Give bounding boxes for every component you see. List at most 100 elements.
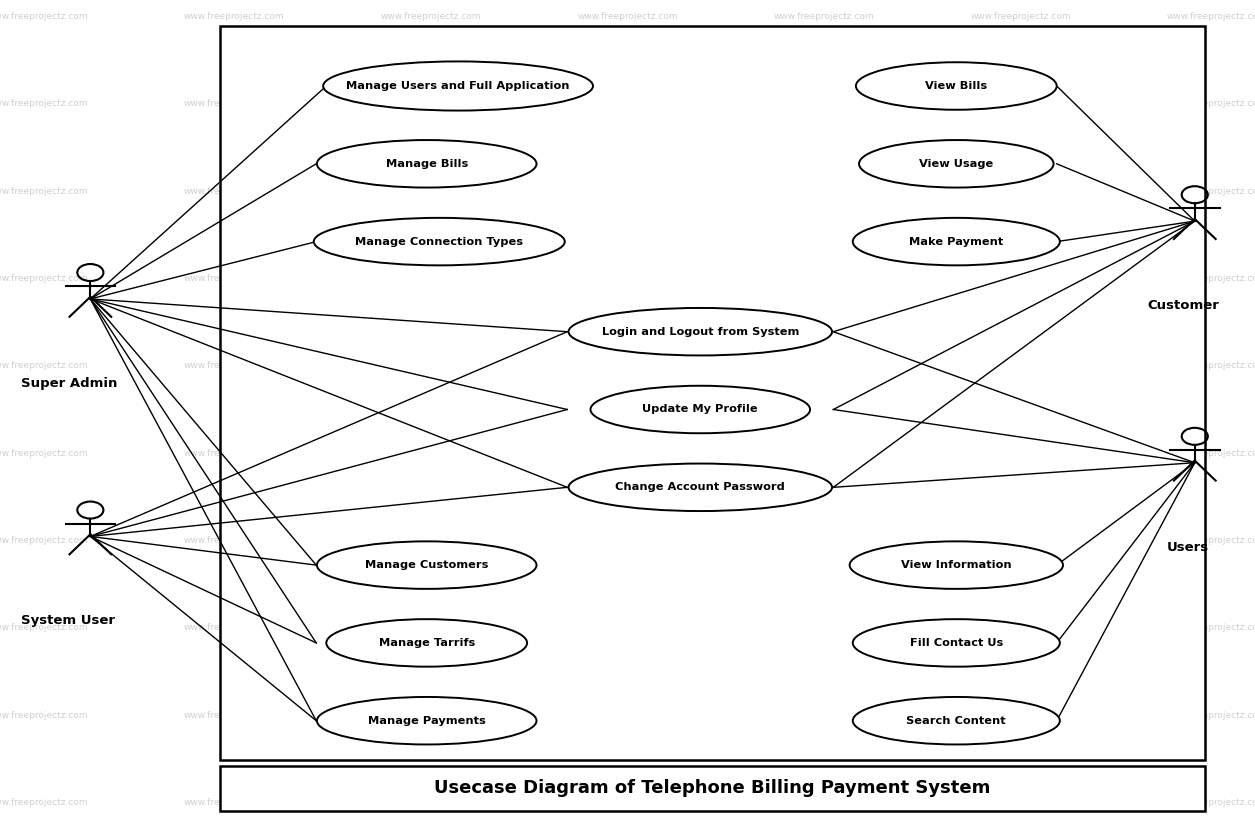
Text: www.freeprojectz.com: www.freeprojectz.com <box>1167 361 1255 370</box>
Text: www.freeprojectz.com: www.freeprojectz.com <box>774 187 875 196</box>
FancyBboxPatch shape <box>220 766 1205 811</box>
Text: www.freeprojectz.com: www.freeprojectz.com <box>577 799 678 807</box>
Text: www.freeprojectz.com: www.freeprojectz.com <box>774 274 875 283</box>
Text: www.freeprojectz.com: www.freeprojectz.com <box>0 99 88 108</box>
FancyBboxPatch shape <box>220 26 1205 760</box>
Text: Change Account Password: Change Account Password <box>615 482 786 492</box>
Text: www.freeprojectz.com: www.freeprojectz.com <box>577 274 678 283</box>
Text: www.freeprojectz.com: www.freeprojectz.com <box>1167 711 1255 720</box>
Text: www.freeprojectz.com: www.freeprojectz.com <box>184 711 285 720</box>
Text: Manage Customers: Manage Customers <box>365 560 488 570</box>
Text: www.freeprojectz.com: www.freeprojectz.com <box>774 536 875 545</box>
Text: www.freeprojectz.com: www.freeprojectz.com <box>577 536 678 545</box>
Text: www.freeprojectz.com: www.freeprojectz.com <box>970 274 1071 283</box>
Text: www.freeprojectz.com: www.freeprojectz.com <box>1167 187 1255 196</box>
Text: www.freeprojectz.com: www.freeprojectz.com <box>0 799 88 807</box>
Ellipse shape <box>318 541 537 589</box>
Ellipse shape <box>850 541 1063 589</box>
Ellipse shape <box>326 619 527 667</box>
Text: View Bills: View Bills <box>925 81 988 91</box>
Text: www.freeprojectz.com: www.freeprojectz.com <box>1167 799 1255 807</box>
Text: www.freeprojectz.com: www.freeprojectz.com <box>0 449 88 458</box>
Text: System User: System User <box>21 614 115 627</box>
Text: www.freeprojectz.com: www.freeprojectz.com <box>774 449 875 458</box>
Text: www.freeprojectz.com: www.freeprojectz.com <box>970 361 1071 370</box>
Text: www.freeprojectz.com: www.freeprojectz.com <box>184 799 285 807</box>
Text: www.freeprojectz.com: www.freeprojectz.com <box>184 623 285 632</box>
Text: www.freeprojectz.com: www.freeprojectz.com <box>184 361 285 370</box>
Text: www.freeprojectz.com: www.freeprojectz.com <box>970 711 1071 720</box>
Text: www.freeprojectz.com: www.freeprojectz.com <box>774 623 875 632</box>
Text: www.freeprojectz.com: www.freeprojectz.com <box>380 12 481 20</box>
Text: Customer: Customer <box>1147 299 1219 312</box>
Text: www.freeprojectz.com: www.freeprojectz.com <box>1167 99 1255 108</box>
Text: www.freeprojectz.com: www.freeprojectz.com <box>577 711 678 720</box>
Text: www.freeprojectz.com: www.freeprojectz.com <box>380 274 481 283</box>
Text: www.freeprojectz.com: www.freeprojectz.com <box>970 623 1071 632</box>
Text: www.freeprojectz.com: www.freeprojectz.com <box>184 449 285 458</box>
Ellipse shape <box>856 62 1057 110</box>
Ellipse shape <box>569 308 832 355</box>
Text: www.freeprojectz.com: www.freeprojectz.com <box>1167 623 1255 632</box>
Text: www.freeprojectz.com: www.freeprojectz.com <box>380 449 481 458</box>
Text: www.freeprojectz.com: www.freeprojectz.com <box>380 187 481 196</box>
Text: Usecase Diagram of Telephone Billing Payment System: Usecase Diagram of Telephone Billing Pay… <box>434 780 990 797</box>
Text: www.freeprojectz.com: www.freeprojectz.com <box>774 12 875 20</box>
Text: www.freeprojectz.com: www.freeprojectz.com <box>184 12 285 20</box>
Text: www.freeprojectz.com: www.freeprojectz.com <box>1167 449 1255 458</box>
Text: www.freeprojectz.com: www.freeprojectz.com <box>970 536 1071 545</box>
Text: www.freeprojectz.com: www.freeprojectz.com <box>184 274 285 283</box>
Text: www.freeprojectz.com: www.freeprojectz.com <box>0 274 88 283</box>
Text: www.freeprojectz.com: www.freeprojectz.com <box>0 623 88 632</box>
Ellipse shape <box>858 140 1054 188</box>
Text: www.freeprojectz.com: www.freeprojectz.com <box>577 99 678 108</box>
Text: Users: Users <box>1167 541 1210 554</box>
Ellipse shape <box>569 464 832 511</box>
Text: www.freeprojectz.com: www.freeprojectz.com <box>1167 274 1255 283</box>
Text: www.freeprojectz.com: www.freeprojectz.com <box>774 361 875 370</box>
Text: www.freeprojectz.com: www.freeprojectz.com <box>577 187 678 196</box>
Text: www.freeprojectz.com: www.freeprojectz.com <box>970 187 1071 196</box>
Text: Manage Tarrifs: Manage Tarrifs <box>379 638 474 648</box>
Text: www.freeprojectz.com: www.freeprojectz.com <box>0 536 88 545</box>
Text: www.freeprojectz.com: www.freeprojectz.com <box>380 361 481 370</box>
Text: www.freeprojectz.com: www.freeprojectz.com <box>577 623 678 632</box>
Text: Fill Contact Us: Fill Contact Us <box>910 638 1003 648</box>
Text: www.freeprojectz.com: www.freeprojectz.com <box>577 361 678 370</box>
Text: www.freeprojectz.com: www.freeprojectz.com <box>774 99 875 108</box>
Ellipse shape <box>318 697 537 744</box>
Text: View Information: View Information <box>901 560 1012 570</box>
Text: www.freeprojectz.com: www.freeprojectz.com <box>380 99 481 108</box>
Text: www.freeprojectz.com: www.freeprojectz.com <box>184 536 285 545</box>
Ellipse shape <box>853 697 1060 744</box>
Text: www.freeprojectz.com: www.freeprojectz.com <box>184 187 285 196</box>
Text: View Usage: View Usage <box>919 159 994 169</box>
Text: www.freeprojectz.com: www.freeprojectz.com <box>774 799 875 807</box>
Text: www.freeprojectz.com: www.freeprojectz.com <box>0 361 88 370</box>
Text: www.freeprojectz.com: www.freeprojectz.com <box>970 12 1071 20</box>
Text: Manage Payments: Manage Payments <box>368 716 486 726</box>
Ellipse shape <box>853 619 1060 667</box>
Text: www.freeprojectz.com: www.freeprojectz.com <box>774 711 875 720</box>
Text: Login and Logout from System: Login and Logout from System <box>601 327 799 337</box>
Text: www.freeprojectz.com: www.freeprojectz.com <box>380 623 481 632</box>
Text: Manage Bills: Manage Bills <box>385 159 468 169</box>
Ellipse shape <box>324 61 592 111</box>
Text: www.freeprojectz.com: www.freeprojectz.com <box>380 799 481 807</box>
Text: www.freeprojectz.com: www.freeprojectz.com <box>380 536 481 545</box>
Text: Make Payment: Make Payment <box>909 237 1004 247</box>
Text: www.freeprojectz.com: www.freeprojectz.com <box>970 799 1071 807</box>
Text: www.freeprojectz.com: www.freeprojectz.com <box>0 187 88 196</box>
Ellipse shape <box>853 218 1060 265</box>
Text: Search Content: Search Content <box>906 716 1007 726</box>
Ellipse shape <box>591 386 811 433</box>
Text: Super Admin: Super Admin <box>21 377 118 390</box>
Text: Manage Connection Types: Manage Connection Types <box>355 237 523 247</box>
Text: www.freeprojectz.com: www.freeprojectz.com <box>380 711 481 720</box>
Text: www.freeprojectz.com: www.freeprojectz.com <box>1167 536 1255 545</box>
Text: www.freeprojectz.com: www.freeprojectz.com <box>577 449 678 458</box>
Text: www.freeprojectz.com: www.freeprojectz.com <box>970 449 1071 458</box>
Text: www.freeprojectz.com: www.freeprojectz.com <box>970 99 1071 108</box>
Text: Update My Profile: Update My Profile <box>643 405 758 414</box>
Text: www.freeprojectz.com: www.freeprojectz.com <box>1167 12 1255 20</box>
